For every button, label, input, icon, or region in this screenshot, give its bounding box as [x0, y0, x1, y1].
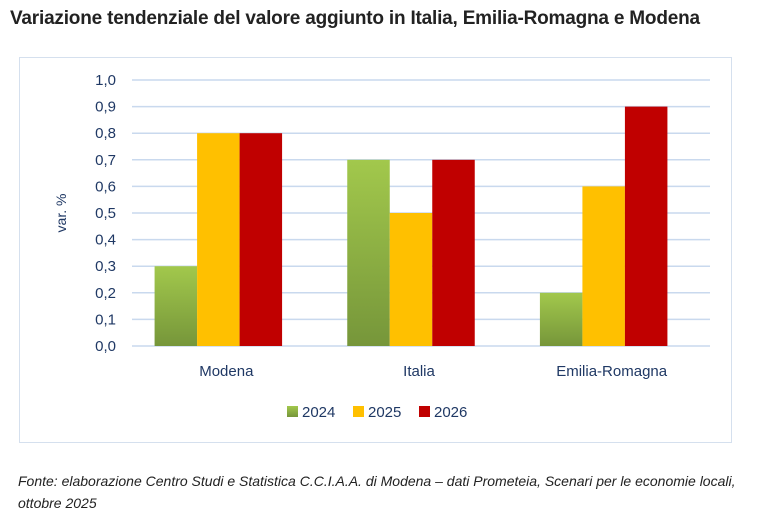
legend-swatch	[419, 406, 430, 417]
y-tick-label: 0,1	[95, 311, 116, 328]
y-tick-label: 0,7	[95, 152, 116, 169]
x-tick-label: Emilia-Romagna	[556, 363, 668, 380]
y-tick-label: 0,2	[95, 285, 116, 302]
bar-2026-Italia	[432, 159, 475, 346]
legend-swatch	[353, 406, 364, 417]
chart-title: Variazione tendenziale del valore aggiun…	[10, 8, 700, 29]
bar-2026-Modena	[239, 133, 283, 346]
legend-swatch	[287, 406, 298, 417]
source-note: Fonte: elaborazione Centro Studi e Stati…	[18, 473, 736, 511]
legend-label: 2024	[302, 404, 335, 421]
bar-2025-Emilia-Romagna	[582, 186, 625, 346]
y-tick-label: 0,0	[95, 338, 116, 355]
y-tick-label: 0,4	[95, 232, 116, 249]
bar-2024-Modena	[154, 266, 198, 346]
chart-frame	[19, 57, 732, 443]
legend-label: 2026	[434, 404, 467, 421]
bar-chart: 0,0 0,1 0,2 0,3 0,4 0,5 0,6 0,7 0,8 0,9 1,0 var. % M…	[53, 72, 710, 421]
y-axis-label: var. %	[53, 194, 69, 233]
y-tick-label: 0,6	[95, 178, 116, 195]
y-tick-label: 0,8	[95, 125, 116, 142]
bar-2025-Modena	[197, 133, 240, 346]
y-tick-label: 0,3	[95, 258, 116, 275]
legend-label: 2025	[368, 404, 401, 421]
y-tick-label: 0,5	[95, 205, 116, 222]
bar-2026-Emilia-Romagna	[624, 106, 668, 346]
x-tick-label: Modena	[199, 363, 254, 380]
x-tick-label: Italia	[403, 363, 435, 380]
bar-2024-Italia	[347, 159, 390, 346]
bar-2024-Emilia-Romagna	[539, 292, 583, 346]
bar-2025-Italia	[389, 213, 433, 346]
y-tick-label: 1,0	[95, 72, 116, 89]
y-tick-label: 0,9	[95, 99, 116, 116]
